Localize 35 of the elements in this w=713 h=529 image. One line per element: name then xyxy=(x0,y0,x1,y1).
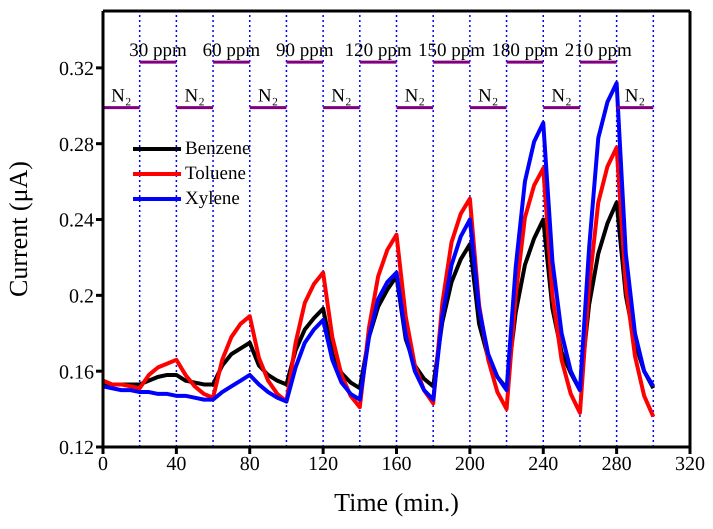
x-axis-title: Time (min.) xyxy=(334,488,459,517)
y-tick-label: 0.12 xyxy=(59,437,94,460)
annotation: 30 ppm xyxy=(129,40,188,62)
legend-label: Benzene xyxy=(185,138,250,160)
x-tick-label: 0 xyxy=(98,453,108,476)
legend-label: Toluene xyxy=(185,162,246,184)
annotation: 120 ppm xyxy=(344,40,412,62)
x-tick-label: 160 xyxy=(382,453,412,476)
annotation: N₂ xyxy=(258,86,278,107)
x-tick-label: 320 xyxy=(675,453,705,476)
y-tick-label: 0.28 xyxy=(59,134,94,156)
y-tick-label: 0.16 xyxy=(59,361,94,384)
annotation: 60 ppm xyxy=(202,40,260,62)
annotation: 210 ppm xyxy=(564,40,632,62)
y-tick-label: 0.32 xyxy=(59,58,94,80)
y-tick-label: 0.24 xyxy=(59,210,94,232)
x-tick-label: 120 xyxy=(308,453,338,476)
legend-label: Xylene xyxy=(185,188,240,210)
y-tick-label: 0.2 xyxy=(69,285,94,308)
x-tick-label: 40 xyxy=(166,453,186,476)
annotation: N₂ xyxy=(331,86,352,107)
x-tick-label: 240 xyxy=(528,453,558,476)
annotation: N₂ xyxy=(184,86,205,107)
x-tick-label: 80 xyxy=(240,453,260,476)
x-tick-label: 280 xyxy=(602,453,632,476)
annotation: N₂ xyxy=(111,86,132,107)
annotation: N₂ xyxy=(551,86,572,107)
annotation: N₂ xyxy=(404,86,426,107)
x-tick-label: 200 xyxy=(454,453,485,476)
annotation: N₂ xyxy=(624,86,646,107)
annotation: 90 ppm xyxy=(276,40,334,62)
annotation: 180 ppm xyxy=(491,40,559,62)
annotation: 150 ppm xyxy=(418,40,486,62)
y-axis-title: Current (μA) xyxy=(4,161,34,297)
annotation: N₂ xyxy=(478,86,498,107)
